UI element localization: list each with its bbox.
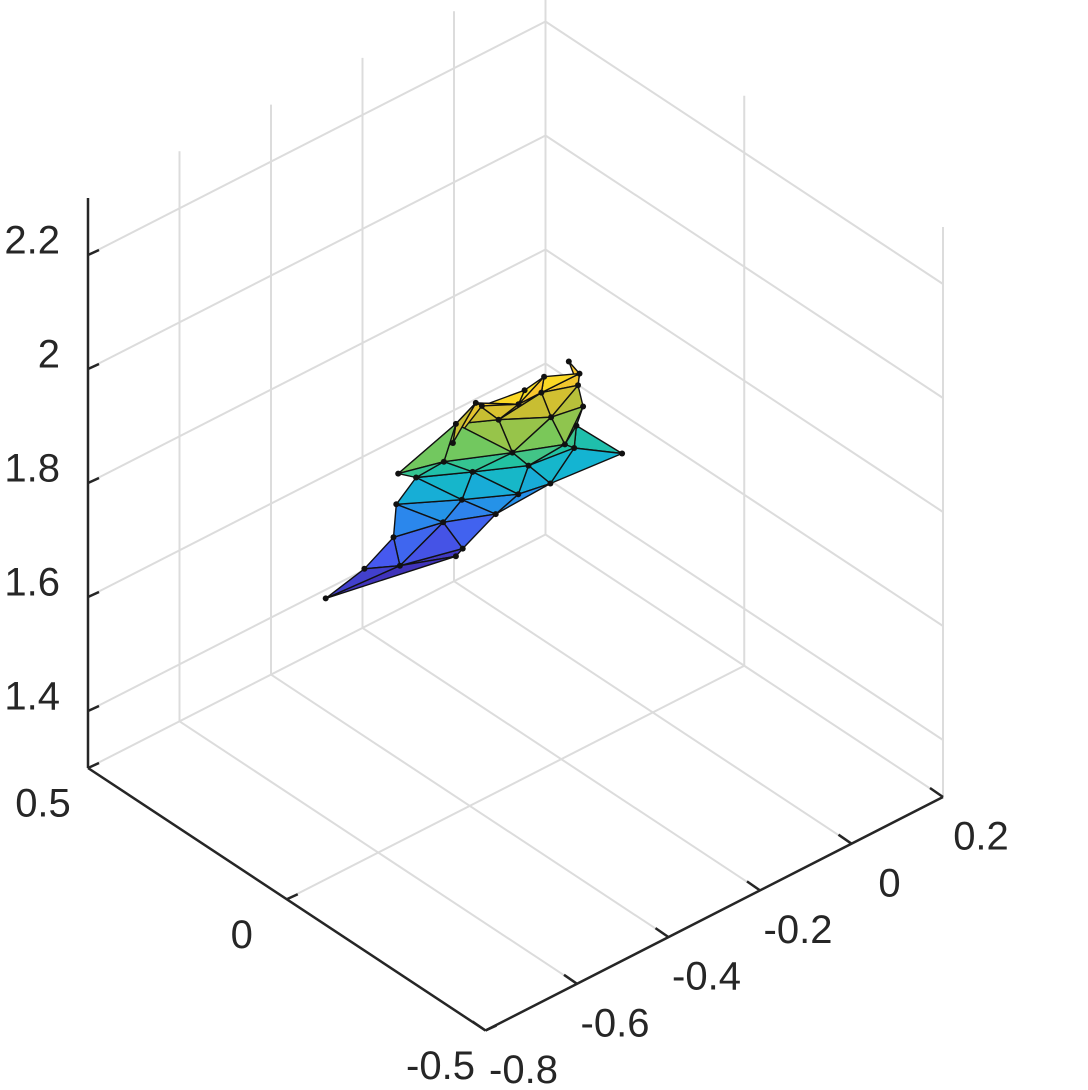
x-tick-label: -0.8 [489,1048,558,1090]
mesh-face [363,536,401,570]
mesh-vertex [322,595,329,602]
mesh-face [397,461,445,479]
x-tick-label: -0.2 [764,908,833,952]
x-axis-line [484,795,944,1032]
z-tick [87,590,100,599]
mesh-vertex [619,450,626,457]
x-tick-label: 0 [878,861,900,905]
grid-line-floor-y [286,664,745,901]
mesh-vertex [413,474,420,481]
mesh-vertex [561,441,568,448]
grid-line-side-z [544,20,944,285]
y-tick [484,1024,498,1032]
grid-line-side-z [544,134,944,399]
x-tick [929,786,944,799]
grid-line-back-z [87,20,546,256]
grid-line-side-z [544,248,944,513]
mesh-vertex [571,445,578,451]
mesh-vertex [395,470,402,477]
tick-labels: 1.4 1.6 1.8 2 2.2 -0.5 0 0.5 -0.8 -0.6 -0.4 -0.2 0 0.… [4,219,1008,1090]
z-tick [87,248,100,257]
mesh-vertex [573,422,580,429]
mesh-vertex [538,389,545,396]
mesh-vertex [472,399,479,406]
x-tick-label: -0.4 [672,955,741,999]
z-tick-label: 1.6 [4,561,60,605]
mesh-vertex [580,403,587,410]
y-tick-label: -0.5 [406,1044,475,1088]
z-tick-label: 1.4 [4,675,60,719]
x-tick [746,880,761,892]
x-tick-label: 0.2 [953,815,1009,859]
mesh-vertex [459,545,466,552]
mesh-vertex [547,480,554,487]
mesh-vertex [390,534,397,541]
mesh-vertex [521,387,528,394]
mesh-vertex [495,416,502,423]
x-tick [563,973,578,985]
z-tick-label: 1.8 [4,447,60,491]
z-tick-label: 2 [38,333,60,377]
mesh-vertex [576,370,583,377]
mesh-vertex [575,382,581,389]
y-tick [286,893,299,901]
mesh-vertex [541,373,548,380]
x-tick [471,1020,487,1032]
mesh-vertex [515,491,522,498]
mesh-vertex [548,414,555,421]
grid-line-back-z [87,134,546,370]
mesh-surface [322,358,626,602]
x-tick [654,927,670,939]
mesh-vertex [440,458,447,465]
mesh-vertex [492,511,499,518]
mesh-face [395,476,463,505]
mesh-vertex [440,519,447,526]
mesh-face [392,503,444,538]
axes-layer [86,198,944,1032]
grid-line-floor-y [87,533,546,769]
grid-line-back-z [87,248,546,484]
mesh-vertex [458,496,465,503]
mesh-vertex [515,401,522,408]
y-tick [87,761,100,770]
z-tick-label: 2.2 [4,219,60,263]
z-tick [87,476,100,485]
grid-layer [87,0,944,1032]
z-tick [87,704,100,713]
mesh-vertex [393,501,400,508]
mesh-vertex [361,565,368,572]
y-tick-label: 0 [231,913,253,957]
mesh-vertex [449,440,456,446]
mesh-face [325,565,401,600]
mesh-vertex [525,462,532,469]
z-tick [87,362,100,371]
mesh-vertex [509,449,516,456]
grid-line-side-z [544,476,944,741]
grid-line-back-z [87,362,546,598]
mesh-vertex [469,468,476,475]
y-tick-label: 0.5 [15,782,71,826]
mesh-vertex [396,562,403,569]
x-tick [837,833,853,845]
mesh-vertex [478,402,485,409]
grid-line-side-z [544,362,944,627]
mesh-vertex [452,420,459,427]
x-tick-label: -0.6 [581,1001,650,1045]
mesh-vertex [565,358,572,365]
mesh-vertex [452,553,459,560]
